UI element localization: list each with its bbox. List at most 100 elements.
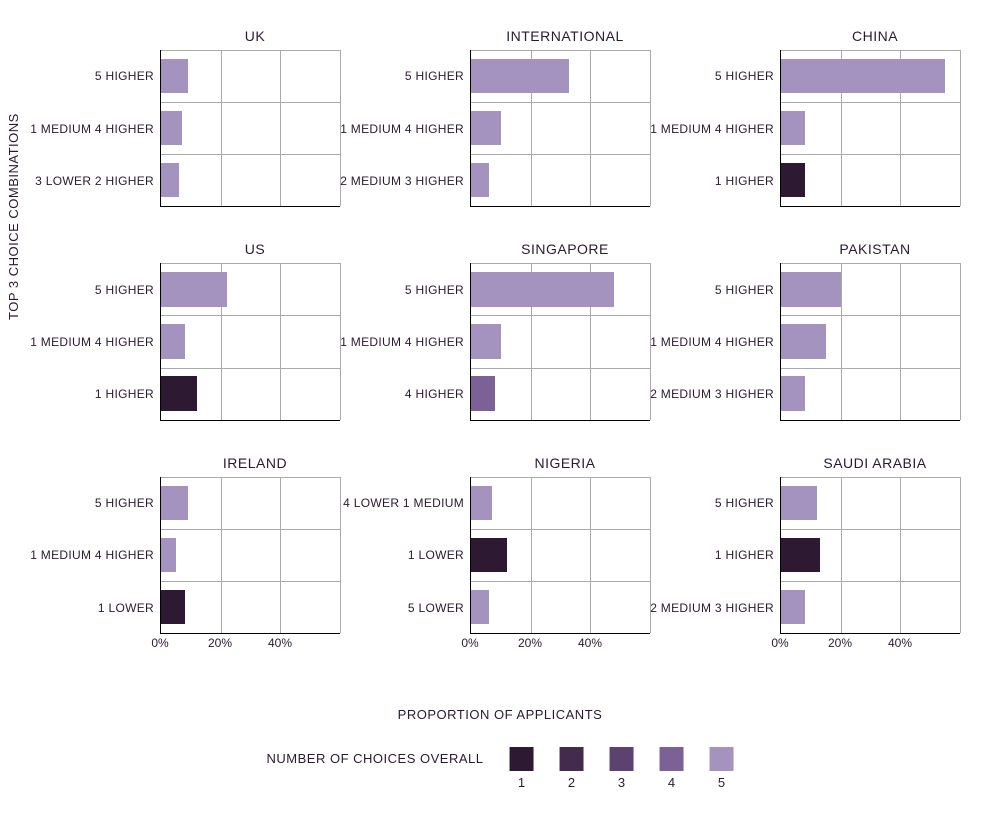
legend: NUMBER OF CHOICES OVERALL 12345 bbox=[267, 747, 734, 790]
legend-label: 3 bbox=[618, 775, 625, 790]
bar bbox=[781, 324, 826, 358]
bar bbox=[161, 163, 179, 197]
gridline-vertical bbox=[900, 477, 901, 633]
gridline-horizontal bbox=[471, 529, 650, 530]
gridline-vertical bbox=[280, 263, 281, 419]
gridline-horizontal bbox=[471, 368, 650, 369]
panel-title: UK bbox=[60, 28, 350, 44]
gridline-horizontal bbox=[781, 368, 960, 369]
bar bbox=[781, 59, 945, 93]
panel-title: CHINA bbox=[680, 28, 970, 44]
bar bbox=[161, 376, 197, 410]
gridline-horizontal bbox=[161, 263, 340, 264]
legend-item: 5 bbox=[709, 747, 733, 790]
gridline-horizontal bbox=[781, 102, 960, 103]
panel: NIGERIA4 LOWER 1 MEDIUM1 LOWER5 LOWER0%2… bbox=[370, 457, 660, 670]
category-label: 5 LOWER bbox=[408, 601, 464, 615]
legend-swatch bbox=[659, 747, 683, 771]
gridline-horizontal bbox=[471, 154, 650, 155]
gridline-vertical bbox=[900, 263, 901, 419]
bar bbox=[781, 163, 805, 197]
category-label: 5 HIGHER bbox=[95, 496, 154, 510]
gridline-horizontal bbox=[161, 368, 340, 369]
bar bbox=[161, 272, 227, 306]
plot-wrap: 5 HIGHER1 MEDIUM 4 HIGHER1 LOWER bbox=[60, 477, 340, 634]
gridline-vertical bbox=[841, 263, 842, 419]
panel: INTERNATIONAL 5 HIGHER1 MEDIUM 4 HIGHER2 … bbox=[370, 30, 660, 243]
plot-wrap: 5 HIGHER1 MEDIUM 4 HIGHER1 HIGHER bbox=[60, 263, 340, 420]
x-tick-label: 40% bbox=[268, 636, 292, 650]
x-tick-label: 20% bbox=[828, 636, 852, 650]
category-label: 2 MEDIUM 3 HIGHER bbox=[650, 601, 774, 615]
category-label: 5 HIGHER bbox=[405, 69, 464, 83]
legend-label: 1 bbox=[518, 775, 525, 790]
bar bbox=[161, 59, 188, 93]
panel: IRELAND5 HIGHER1 MEDIUM 4 HIGHER1 LOWER0… bbox=[60, 457, 350, 670]
bar bbox=[471, 111, 501, 145]
bar bbox=[161, 590, 185, 624]
gridline-vertical bbox=[280, 477, 281, 633]
panel: PAKISTAN5 HIGHER1 MEDIUM 4 HIGHER2 MEDIU… bbox=[680, 243, 970, 456]
gridline-vertical bbox=[590, 477, 591, 633]
gridline-vertical bbox=[221, 477, 222, 633]
category-label: 1 MEDIUM 4 HIGHER bbox=[340, 122, 464, 136]
bar bbox=[161, 486, 188, 520]
panel-grid: UK 5 HIGHER1 MEDIUM 4 HIGHER3 LOWER 2 HIG… bbox=[60, 30, 970, 670]
gridline-horizontal bbox=[161, 581, 340, 582]
x-tick-label: 20% bbox=[208, 636, 232, 650]
panel-title: INTERNATIONAL bbox=[370, 28, 660, 44]
category-label: 1 MEDIUM 4 HIGHER bbox=[650, 122, 774, 136]
x-tick-label: 40% bbox=[888, 636, 912, 650]
plot-area bbox=[160, 263, 340, 420]
bar bbox=[471, 590, 489, 624]
legend-items: 1 2 3 4 5 bbox=[509, 747, 733, 790]
bar bbox=[781, 111, 805, 145]
gridline-horizontal bbox=[161, 529, 340, 530]
gridline-horizontal bbox=[161, 50, 340, 51]
gridline-vertical bbox=[280, 50, 281, 206]
plot-wrap: 5 HIGHER1 MEDIUM 4 HIGHER3 LOWER 2 HIGHE… bbox=[60, 50, 340, 207]
category-labels: 5 HIGHER1 MEDIUM 4 HIGHER2 MEDIUM 3 HIGH… bbox=[370, 50, 470, 207]
gridline-vertical bbox=[960, 477, 961, 633]
category-label: 1 HIGHER bbox=[715, 548, 774, 562]
bar bbox=[161, 538, 176, 572]
category-label: 1 HIGHER bbox=[95, 387, 154, 401]
gridline-horizontal bbox=[471, 477, 650, 478]
category-label: 5 HIGHER bbox=[715, 496, 774, 510]
x-tick-label: 20% bbox=[518, 636, 542, 650]
plot-wrap: 5 HIGHER1 MEDIUM 4 HIGHER4 HIGHER bbox=[370, 263, 650, 420]
category-label: 5 HIGHER bbox=[95, 283, 154, 297]
plot-area bbox=[470, 263, 650, 420]
legend-swatch bbox=[609, 747, 633, 771]
gridline-horizontal bbox=[781, 581, 960, 582]
category-label: 5 HIGHER bbox=[715, 283, 774, 297]
bar bbox=[471, 59, 569, 93]
category-label: 2 MEDIUM 3 HIGHER bbox=[650, 387, 774, 401]
gridline-horizontal bbox=[161, 154, 340, 155]
plot-area bbox=[160, 50, 340, 207]
gridline-horizontal bbox=[161, 102, 340, 103]
category-labels: 5 HIGHER1 MEDIUM 4 HIGHER1 HIGHER bbox=[680, 50, 780, 207]
gridline-horizontal bbox=[781, 154, 960, 155]
plot-wrap: 5 HIGHER1 MEDIUM 4 HIGHER2 MEDIUM 3 HIGH… bbox=[680, 263, 960, 420]
bar bbox=[471, 486, 492, 520]
x-ticks: 0%20%40% bbox=[160, 636, 340, 654]
bar bbox=[471, 538, 507, 572]
legend-swatch bbox=[559, 747, 583, 771]
bar bbox=[781, 272, 841, 306]
legend-label: 2 bbox=[568, 775, 575, 790]
gridline-horizontal bbox=[781, 477, 960, 478]
category-label: 5 HIGHER bbox=[95, 69, 154, 83]
legend-label: 4 bbox=[668, 775, 675, 790]
gridline-horizontal bbox=[161, 477, 340, 478]
legend-swatch bbox=[509, 747, 533, 771]
legend-item: 2 bbox=[559, 747, 583, 790]
bar bbox=[471, 324, 501, 358]
bar bbox=[781, 538, 820, 572]
panel-title: SAUDI ARABIA bbox=[680, 455, 970, 471]
gridline-vertical bbox=[841, 477, 842, 633]
category-label: 1 MEDIUM 4 HIGHER bbox=[30, 122, 154, 136]
category-label: 1 LOWER bbox=[98, 601, 154, 615]
bar bbox=[161, 111, 182, 145]
panel: CHINA 5 HIGHER1 MEDIUM 4 HIGHER1 HIGHER bbox=[680, 30, 970, 243]
